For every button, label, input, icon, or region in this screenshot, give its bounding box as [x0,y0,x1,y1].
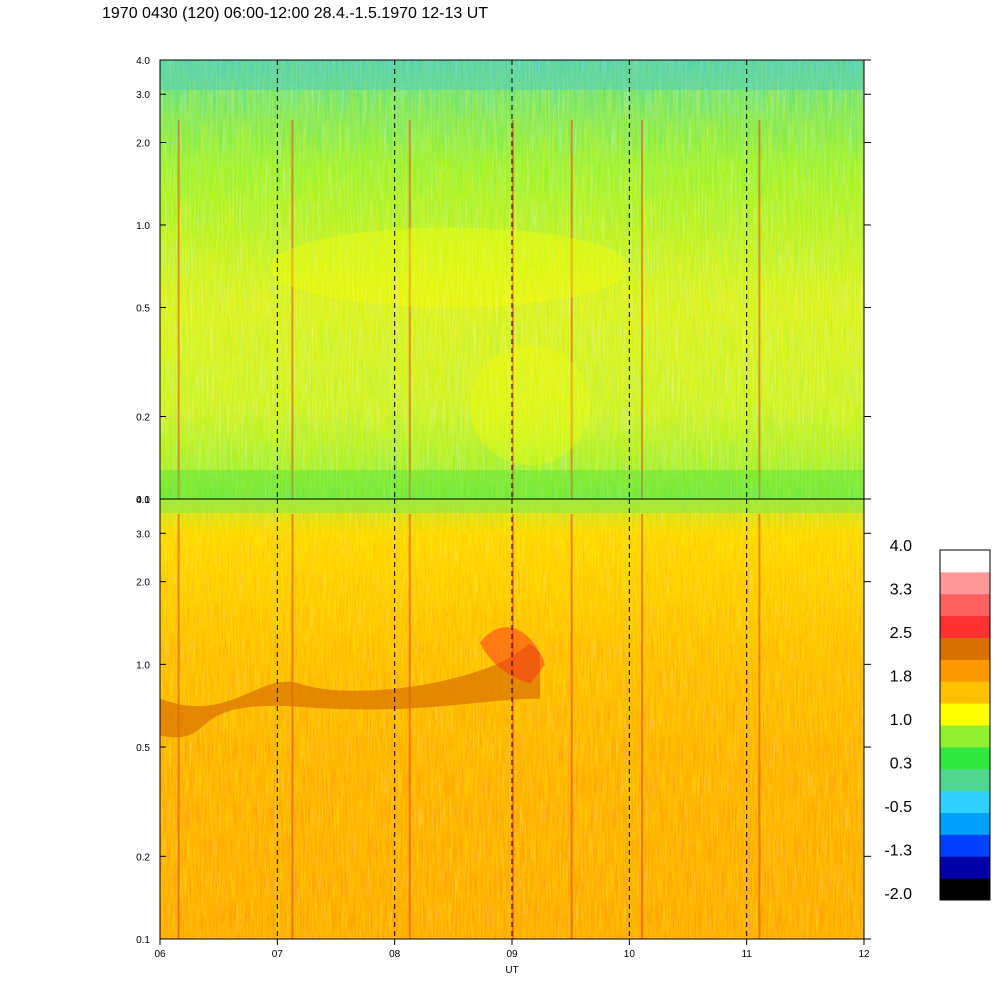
red-streak [758,120,761,499]
colorbar-swatch [940,878,990,901]
bottom-spectrogram-panel: 0.1 0.2 0.5 1.0 2.0 3.0 4.0 06 07 08 09 10 11 12 UT [136,495,871,976]
x-tick-label: 11 [741,949,752,960]
top-edge-green [160,499,864,513]
y-tick-label: 4.0 [136,56,150,67]
y-tick-label: 3.0 [136,90,150,101]
colorbar-label: -1.3 [884,843,912,860]
colorbar-swatch [940,768,990,792]
red-streak [177,120,180,499]
bottom-panel-hour-lines [276,499,748,939]
colorbar-swatch [940,571,990,595]
y-tick-label: 2.0 [136,138,150,149]
colorbar-swatch [940,659,990,682]
red-streak [570,120,573,499]
colorbar-label: -0.5 [884,799,912,816]
top-panel-hour-lines [276,60,748,499]
x-tick-label: 12 [858,949,870,960]
x-tick-label: 10 [624,949,636,960]
red-streak [291,514,294,939]
red-streak [291,120,294,499]
colorbar-swatches [940,550,990,901]
colorbar-label: 1.0 [890,712,912,729]
top-spectrogram-panel: 0.1 0.2 0.5 1.0 2.0 3.0 4.0 [136,56,871,506]
colorbar-labels: 4.0 3.3 2.5 1.8 1.0 0.3 -0.5 -1.3 -2.0 [884,538,912,903]
colorbar-swatch [940,790,990,813]
red-streak [408,120,411,499]
red-streak [512,120,514,499]
colorbar-swatch [940,856,990,879]
colorbar-swatch [940,725,990,748]
y-tick-label: 0.1 [136,495,150,506]
y-tick-label: 0.5 [136,303,150,314]
colorbar-label: 4.0 [890,538,912,555]
colorbar-swatch [940,812,990,835]
colorbar-swatch [940,637,990,660]
y-tick-label: 0.1 [136,935,150,946]
dark-orange-band [160,644,540,738]
colorbar-label: 1.8 [890,669,912,686]
colorbar-label: 2.5 [890,625,912,642]
colorbar-swatch [940,834,990,857]
y-tick-label: 0.5 [136,743,150,754]
colorbar-label: 3.3 [890,582,912,599]
x-tick-label: 07 [272,949,284,960]
colorbar: 4.0 3.3 2.5 1.8 1.0 0.3 -0.5 -1.3 -2.0 [884,538,991,903]
x-tick-label: 09 [506,949,518,960]
colorbar-swatch [940,681,990,704]
red-streak [641,120,644,499]
colorbar-swatch [940,615,990,638]
colorbar-swatch [940,746,990,770]
x-axis: 06 07 08 09 10 11 12 [154,939,870,960]
colorbar-label: 0.3 [890,756,912,773]
x-tick-label: 08 [389,949,401,960]
y-tick-label: 4.0 [136,495,150,506]
colorbar-frame [939,549,991,901]
red-streak [408,514,411,939]
colorbar-swatch [940,550,990,573]
red-streak [570,514,573,939]
yellow-patch [270,227,630,308]
y-tick-label: 2.0 [136,578,150,589]
x-axis-label: UT [505,965,518,976]
y-tick-label: 3.0 [136,529,150,540]
y-tick-label: 1.0 [136,221,150,232]
red-streak [641,514,644,939]
bottom-panel-features [160,499,864,939]
y-tick-label: 0.2 [136,413,150,424]
x-tick-label: 06 [154,949,166,960]
bottom-panel-y-axis: 0.1 0.2 0.5 1.0 2.0 3.0 4.0 [136,495,871,946]
y-tick-label: 1.0 [136,660,150,671]
yellow-patch [470,345,590,466]
y-tick-label: 0.2 [136,852,150,863]
colorbar-swatch [940,703,990,726]
red-streak [512,514,514,939]
red-streak [758,514,761,939]
chart-title: 1970 0430 (120) 06:00-12:00 28.4.-1.5.19… [102,5,489,22]
colorbar-swatch [940,593,990,617]
colorbar-label: -2.0 [884,886,912,903]
